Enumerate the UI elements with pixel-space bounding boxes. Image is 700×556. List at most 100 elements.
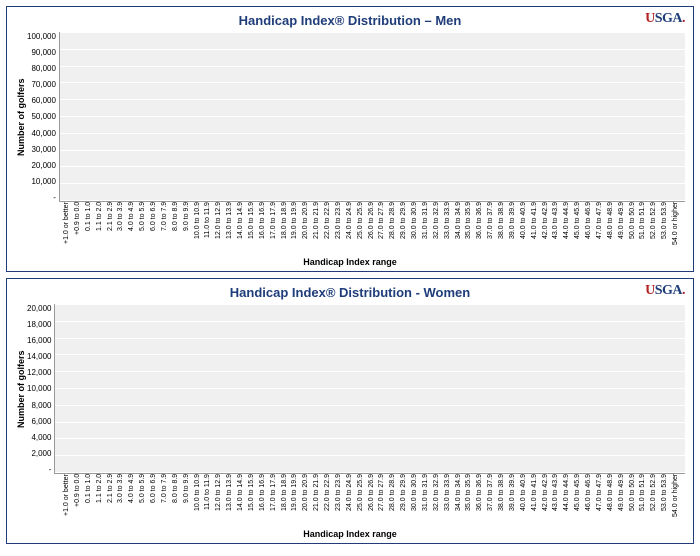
x-axis-label: 7.0 to 7.9 [161, 474, 172, 528]
x-axis-label: 8.0 to 8.9 [172, 474, 183, 528]
x-axis-label: 35.0 to 35.9 [465, 202, 476, 256]
x-axis-label: 20.0 to 20.9 [302, 202, 313, 256]
x-axis-label: 40.0 to 40.9 [520, 474, 531, 528]
x-axis-label: 44.0 to 44.9 [563, 202, 574, 256]
x-axis-label: 42.0 to 42.9 [542, 474, 553, 528]
x-axis-label: 8.0 to 8.9 [172, 202, 183, 256]
x-axis-label: 29.0 to 29.9 [400, 474, 411, 528]
x-axis-label: 3.0 to 3.9 [117, 474, 128, 528]
x-axis-label: 17.0 to 17.9 [270, 474, 281, 528]
x-axis-label: 43.0 to 43.9 [552, 202, 563, 256]
chart-panel-women: USGA.Handicap Index® Distribution - Wome… [6, 278, 694, 544]
x-axis-label: 54.0 or higher [672, 202, 683, 256]
y-axis-labels: 100,00090,00080,00070,00060,00050,00040,… [27, 32, 59, 202]
x-axis-label: 48.0 to 48.9 [607, 474, 618, 528]
x-axis-label: 27.0 to 27.9 [378, 474, 389, 528]
x-axis-label: 31.0 to 31.9 [422, 202, 433, 256]
x-axis-label: 4.0 to 4.9 [128, 202, 139, 256]
x-axis-label: 50.0 to 50.9 [629, 202, 640, 256]
x-axis-label: 16.0 to 16.9 [259, 202, 270, 256]
x-axis-label: 54.0 or higher [672, 474, 683, 528]
x-axis-label: 37.0 to 37.9 [487, 474, 498, 528]
x-axis-label: 50.0 to 50.9 [629, 474, 640, 528]
chart-title: Handicap Index® Distribution – Men [15, 11, 685, 32]
x-axis-label: 0.1 to 1.0 [85, 474, 96, 528]
x-axis-label: 4.0 to 4.9 [128, 474, 139, 528]
x-axis-label: 10.0 to 10.9 [194, 474, 205, 528]
x-axis-label: 9.0 to 9.9 [183, 474, 194, 528]
x-axis-label: 19.0 to 19.9 [291, 202, 302, 256]
x-axis-title: Handicap Index range [15, 528, 685, 541]
x-axis-label: 28.0 to 28.9 [389, 202, 400, 256]
x-axis-label: 17.0 to 17.9 [270, 202, 281, 256]
x-axis-label: 38.0 to 38.9 [498, 474, 509, 528]
x-axis-label: 3.0 to 3.9 [117, 202, 128, 256]
x-axis-label: 41.0 to 41.9 [531, 202, 542, 256]
x-axis-label: 53.0 to 53.9 [661, 202, 672, 256]
x-axis-title: Handicap Index range [15, 256, 685, 269]
x-axis-label: 24.0 to 24.9 [346, 474, 357, 528]
x-axis-label: 28.0 to 28.9 [389, 474, 400, 528]
x-axis-label: 31.0 to 31.9 [422, 474, 433, 528]
chart-title: Handicap Index® Distribution - Women [15, 283, 685, 304]
x-axis-label: 46.0 to 46.9 [585, 474, 596, 528]
x-axis-label: 21.0 to 21.9 [313, 202, 324, 256]
x-axis-label: 44.0 to 44.9 [563, 474, 574, 528]
chart-panel-men: USGA.Handicap Index® Distribution – MenN… [6, 6, 694, 272]
x-axis-label: 52.0 to 52.9 [650, 474, 661, 528]
x-axis-label: 34.0 to 34.9 [455, 474, 466, 528]
x-axis-label: 20.0 to 20.9 [302, 474, 313, 528]
x-axis-label: 23.0 to 23.9 [335, 202, 346, 256]
x-axis-label: 2.1 to 2.9 [107, 202, 118, 256]
x-axis-label: 2.1 to 2.9 [107, 474, 118, 528]
x-axis-label: 46.0 to 46.9 [585, 202, 596, 256]
x-axis-label: 0.1 to 1.0 [85, 202, 96, 256]
x-axis-label: 30.0 to 30.9 [411, 202, 422, 256]
x-axis-label: 49.0 to 49.9 [618, 474, 629, 528]
x-axis-label: 25.0 to 25.9 [357, 202, 368, 256]
x-axis-label: 38.0 to 38.9 [498, 202, 509, 256]
x-axis-label: 33.0 to 33.9 [444, 474, 455, 528]
x-axis-label: 14.0 to 14.9 [237, 474, 248, 528]
x-axis-label: 1.1 to 2.0 [96, 202, 107, 256]
x-axis-label: 19.0 to 19.9 [291, 474, 302, 528]
x-axis-label: 45.0 to 45.9 [574, 474, 585, 528]
x-axis-label: 47.0 to 47.9 [596, 474, 607, 528]
x-axis-label: 1.1 to 2.0 [96, 474, 107, 528]
y-axis-title: Number of golfers [15, 32, 27, 202]
x-axis-label: 24.0 to 24.9 [346, 202, 357, 256]
x-axis-label: 25.0 to 25.9 [357, 474, 368, 528]
x-axis-label: 36.0 to 36.9 [476, 202, 487, 256]
usga-logo: USGA. [645, 11, 685, 27]
x-axis-label: 15.0 to 15.9 [248, 202, 259, 256]
x-axis-label: +1.0 or better [63, 202, 74, 256]
x-axis-label: 32.0 to 32.9 [433, 474, 444, 528]
y-axis-title: Number of golfers [15, 304, 27, 474]
x-axis-label: 7.0 to 7.9 [161, 202, 172, 256]
x-axis-label: 40.0 to 40.9 [520, 202, 531, 256]
x-axis-label: 39.0 to 39.9 [509, 202, 520, 256]
x-axis-label: 53.0 to 53.9 [661, 474, 672, 528]
x-axis-label: 11.0 to 11.9 [204, 474, 215, 528]
y-axis-labels: 20,00018,00016,00014,00012,00010,0008,00… [27, 304, 54, 474]
x-axis-label: 9.0 to 9.9 [183, 202, 194, 256]
x-axis-label: 18.0 to 18.9 [281, 202, 292, 256]
x-axis-label: 23.0 to 23.9 [335, 474, 346, 528]
usga-logo: USGA. [645, 283, 685, 299]
x-axis-label: 21.0 to 21.9 [313, 474, 324, 528]
x-axis-label: 41.0 to 41.9 [531, 474, 542, 528]
x-axis-label: 11.0 to 11.9 [204, 202, 215, 256]
x-axis-label: 18.0 to 18.9 [281, 474, 292, 528]
plot-area [54, 304, 685, 474]
plot-area [59, 32, 685, 202]
x-axis-label: 12.0 to 12.9 [215, 474, 226, 528]
x-axis-label: +0.9 to 0.0 [74, 202, 85, 256]
x-axis-label: 35.0 to 35.9 [465, 474, 476, 528]
x-axis-label: 15.0 to 15.9 [248, 474, 259, 528]
x-axis-label: 49.0 to 49.9 [618, 202, 629, 256]
x-axis-label: 39.0 to 39.9 [509, 474, 520, 528]
x-axis-label: 47.0 to 47.9 [596, 202, 607, 256]
x-axis-label: 22.0 to 22.9 [324, 474, 335, 528]
x-axis-label: 5.0 to 5.9 [139, 202, 150, 256]
x-axis-label: 36.0 to 36.9 [476, 474, 487, 528]
